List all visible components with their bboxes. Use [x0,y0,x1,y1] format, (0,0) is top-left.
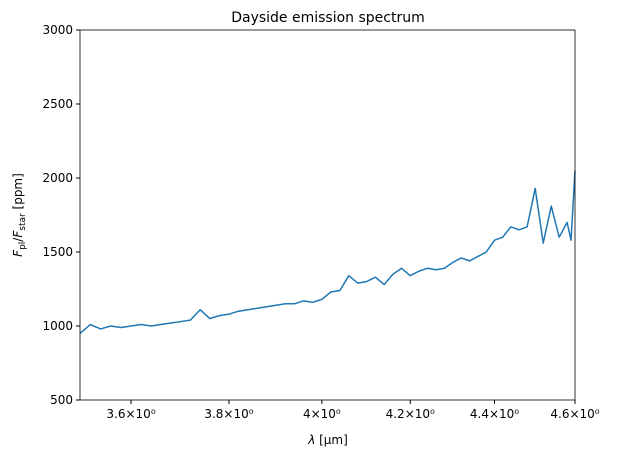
x-tick-label: 4.4×10⁰ [470,407,519,421]
y-axis-label-part: F [11,249,25,257]
y-tick-label: 1500 [42,245,73,259]
y-axis-label-part: [ppm] [11,173,25,213]
y-tick-label: 1000 [42,319,73,333]
plot-frame [79,29,576,401]
y-axis-label-part: F [11,230,25,238]
y-tick-label: 500 [50,393,73,407]
y-axis-label: Fpl/Fstar [ppm] [11,173,28,257]
x-tick-label: 4×10⁰ [303,407,341,421]
y-tick-label: 2500 [42,97,73,111]
y-tick-label: 2000 [42,171,73,185]
chart-title: Dayside emission spectrum [231,10,425,26]
y-axis-label-part: star [18,213,28,231]
x-tick-label: 4.6×10⁰ [550,407,599,421]
y-tick-label: 3000 [42,23,73,37]
y-axis-label-part: pl [18,242,28,250]
x-tick-label: 4.2×10⁰ [386,407,435,421]
x-tick-label: 3.6×10⁰ [106,407,155,421]
x-axis-label-unit: [μm] [315,433,348,447]
data-line [79,170,576,334]
x-axis-label: λ [μm] [307,433,348,447]
y-axis-label-part: / [11,237,25,242]
x-axis-label-symbol: λ [307,433,315,447]
x-tick-label: 3.8×10⁰ [204,407,253,421]
